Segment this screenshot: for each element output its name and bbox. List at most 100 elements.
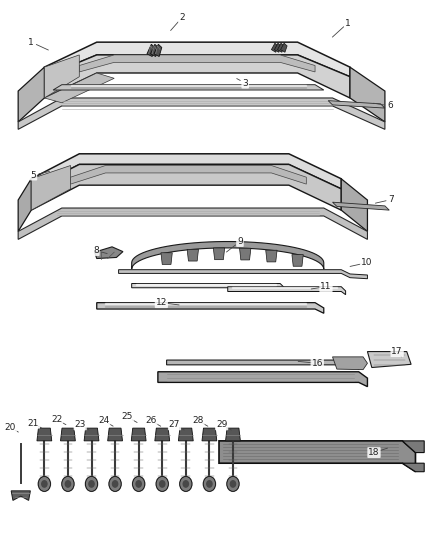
Polygon shape [219, 441, 416, 472]
Polygon shape [332, 357, 367, 369]
Circle shape [133, 477, 145, 491]
Text: 5: 5 [31, 171, 36, 180]
Polygon shape [18, 179, 31, 231]
Polygon shape [132, 284, 285, 291]
Polygon shape [132, 241, 324, 269]
Polygon shape [108, 428, 123, 441]
Circle shape [203, 477, 215, 491]
Polygon shape [71, 165, 306, 184]
Polygon shape [71, 85, 306, 86]
Polygon shape [367, 352, 411, 368]
Polygon shape [44, 55, 79, 98]
Circle shape [113, 481, 118, 487]
Polygon shape [155, 428, 170, 441]
Polygon shape [71, 87, 306, 88]
Polygon shape [161, 253, 172, 264]
Polygon shape [187, 249, 198, 261]
Text: 7: 7 [389, 195, 394, 204]
Text: 1: 1 [28, 38, 34, 47]
Polygon shape [44, 73, 114, 103]
Polygon shape [272, 43, 278, 52]
Circle shape [38, 477, 50, 491]
Text: 20: 20 [5, 423, 16, 432]
Text: 18: 18 [368, 448, 380, 457]
Polygon shape [79, 55, 315, 72]
Polygon shape [131, 428, 146, 441]
Text: 10: 10 [361, 259, 372, 267]
Polygon shape [106, 303, 306, 304]
Text: 23: 23 [74, 421, 86, 430]
Polygon shape [281, 43, 287, 52]
Polygon shape [226, 428, 240, 441]
Polygon shape [202, 428, 217, 441]
Polygon shape [178, 428, 193, 441]
Circle shape [136, 481, 141, 487]
Polygon shape [266, 250, 277, 262]
Polygon shape [53, 85, 324, 90]
Text: 29: 29 [216, 421, 227, 430]
Polygon shape [37, 428, 52, 441]
Circle shape [230, 481, 236, 487]
Polygon shape [292, 255, 303, 266]
Polygon shape [275, 43, 281, 52]
Text: 9: 9 [237, 237, 243, 246]
Polygon shape [166, 360, 359, 369]
Polygon shape [31, 154, 341, 189]
Circle shape [227, 477, 239, 491]
Text: 27: 27 [169, 421, 180, 430]
Polygon shape [119, 270, 367, 279]
Polygon shape [158, 372, 367, 386]
Text: 17: 17 [392, 347, 403, 356]
Text: 2: 2 [179, 13, 185, 22]
Polygon shape [84, 428, 99, 441]
Polygon shape [60, 428, 75, 441]
Circle shape [180, 477, 192, 491]
Text: 6: 6 [387, 101, 393, 110]
Circle shape [85, 477, 98, 491]
Text: 16: 16 [311, 359, 323, 368]
Circle shape [183, 481, 188, 487]
Circle shape [89, 481, 94, 487]
Text: 24: 24 [98, 416, 110, 425]
Polygon shape [213, 248, 225, 260]
Polygon shape [232, 287, 337, 288]
Circle shape [62, 477, 74, 491]
Text: 3: 3 [242, 78, 248, 87]
Text: 22: 22 [51, 415, 62, 424]
Polygon shape [95, 247, 123, 259]
Polygon shape [136, 284, 276, 285]
Polygon shape [403, 441, 424, 453]
Text: 26: 26 [145, 416, 156, 425]
Polygon shape [341, 179, 367, 231]
Polygon shape [332, 202, 389, 210]
Polygon shape [31, 165, 71, 210]
Polygon shape [228, 287, 346, 295]
Text: 25: 25 [122, 413, 133, 422]
Polygon shape [18, 208, 367, 239]
Text: 11: 11 [320, 282, 332, 291]
Circle shape [65, 481, 71, 487]
Polygon shape [328, 101, 385, 108]
Text: 12: 12 [155, 298, 167, 307]
Polygon shape [403, 463, 424, 472]
Circle shape [109, 477, 121, 491]
Polygon shape [278, 43, 284, 52]
Polygon shape [18, 98, 385, 130]
Text: 1: 1 [345, 19, 351, 28]
Polygon shape [350, 67, 385, 122]
Polygon shape [44, 55, 350, 98]
Circle shape [42, 481, 47, 487]
Polygon shape [11, 491, 30, 500]
Circle shape [207, 481, 212, 487]
Text: 28: 28 [192, 416, 204, 425]
Circle shape [159, 481, 165, 487]
Polygon shape [97, 303, 324, 313]
Polygon shape [240, 248, 251, 260]
Text: 21: 21 [28, 419, 39, 428]
Text: 8: 8 [93, 246, 99, 255]
Polygon shape [154, 44, 162, 56]
Circle shape [156, 477, 168, 491]
Polygon shape [44, 42, 350, 77]
Polygon shape [106, 306, 306, 308]
Polygon shape [150, 44, 158, 56]
